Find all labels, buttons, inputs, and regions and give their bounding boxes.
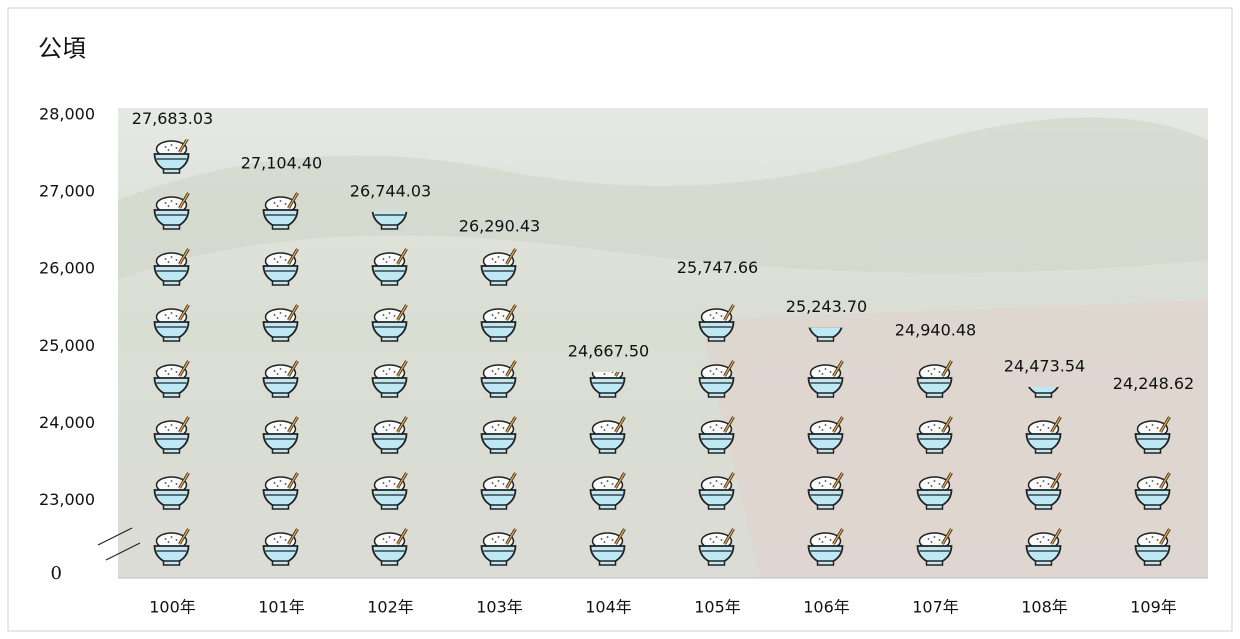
bar bbox=[915, 350, 956, 570]
value-label: 26,290.43 bbox=[459, 216, 540, 235]
x-tick-label: 106年 bbox=[803, 598, 850, 617]
value-label: 27,104.40 bbox=[241, 154, 322, 173]
x-tick-label: 107年 bbox=[912, 598, 959, 617]
value-label: 24,940.48 bbox=[895, 320, 976, 339]
x-tick-label: 105年 bbox=[694, 598, 741, 617]
y-tick-label: 28,000 bbox=[39, 105, 95, 124]
bar bbox=[152, 139, 193, 571]
y-tick-label: 26,000 bbox=[39, 259, 95, 278]
value-label: 26,744.03 bbox=[350, 181, 431, 200]
value-label: 25,243.70 bbox=[786, 297, 867, 316]
bar bbox=[1024, 386, 1065, 570]
value-label: 27,683.03 bbox=[132, 109, 213, 128]
unit-label: 公頃 bbox=[38, 35, 86, 63]
bar bbox=[1133, 404, 1174, 570]
x-tick-label: 103年 bbox=[476, 598, 523, 617]
y-tick-label: 27,000 bbox=[39, 182, 95, 201]
value-label: 24,248.62 bbox=[1113, 374, 1194, 393]
x-tick-label: 108年 bbox=[1021, 598, 1068, 617]
y-tick-label: 0 bbox=[51, 563, 62, 584]
x-tick-label: 100年 bbox=[149, 598, 196, 617]
bar bbox=[697, 288, 738, 570]
axis-break bbox=[97, 527, 133, 546]
axis-break bbox=[105, 542, 141, 561]
x-tick-label: 101年 bbox=[258, 598, 305, 617]
y-tick-label: 24,000 bbox=[39, 413, 95, 432]
x-tick-label: 102年 bbox=[367, 598, 414, 617]
bar bbox=[261, 184, 302, 571]
background-hills bbox=[118, 117, 1208, 280]
value-label: 25,747.66 bbox=[677, 258, 758, 277]
value-label: 24,667.50 bbox=[568, 341, 649, 360]
bar bbox=[370, 211, 411, 570]
x-tick-label: 109年 bbox=[1130, 598, 1177, 617]
y-tick-label: 25,000 bbox=[39, 336, 95, 355]
y-tick-label: 23,000 bbox=[39, 490, 95, 509]
value-label: 24,473.54 bbox=[1004, 356, 1085, 375]
bar bbox=[479, 246, 520, 570]
bar bbox=[588, 371, 629, 570]
x-tick-label: 104年 bbox=[585, 598, 632, 617]
bar bbox=[806, 327, 847, 570]
